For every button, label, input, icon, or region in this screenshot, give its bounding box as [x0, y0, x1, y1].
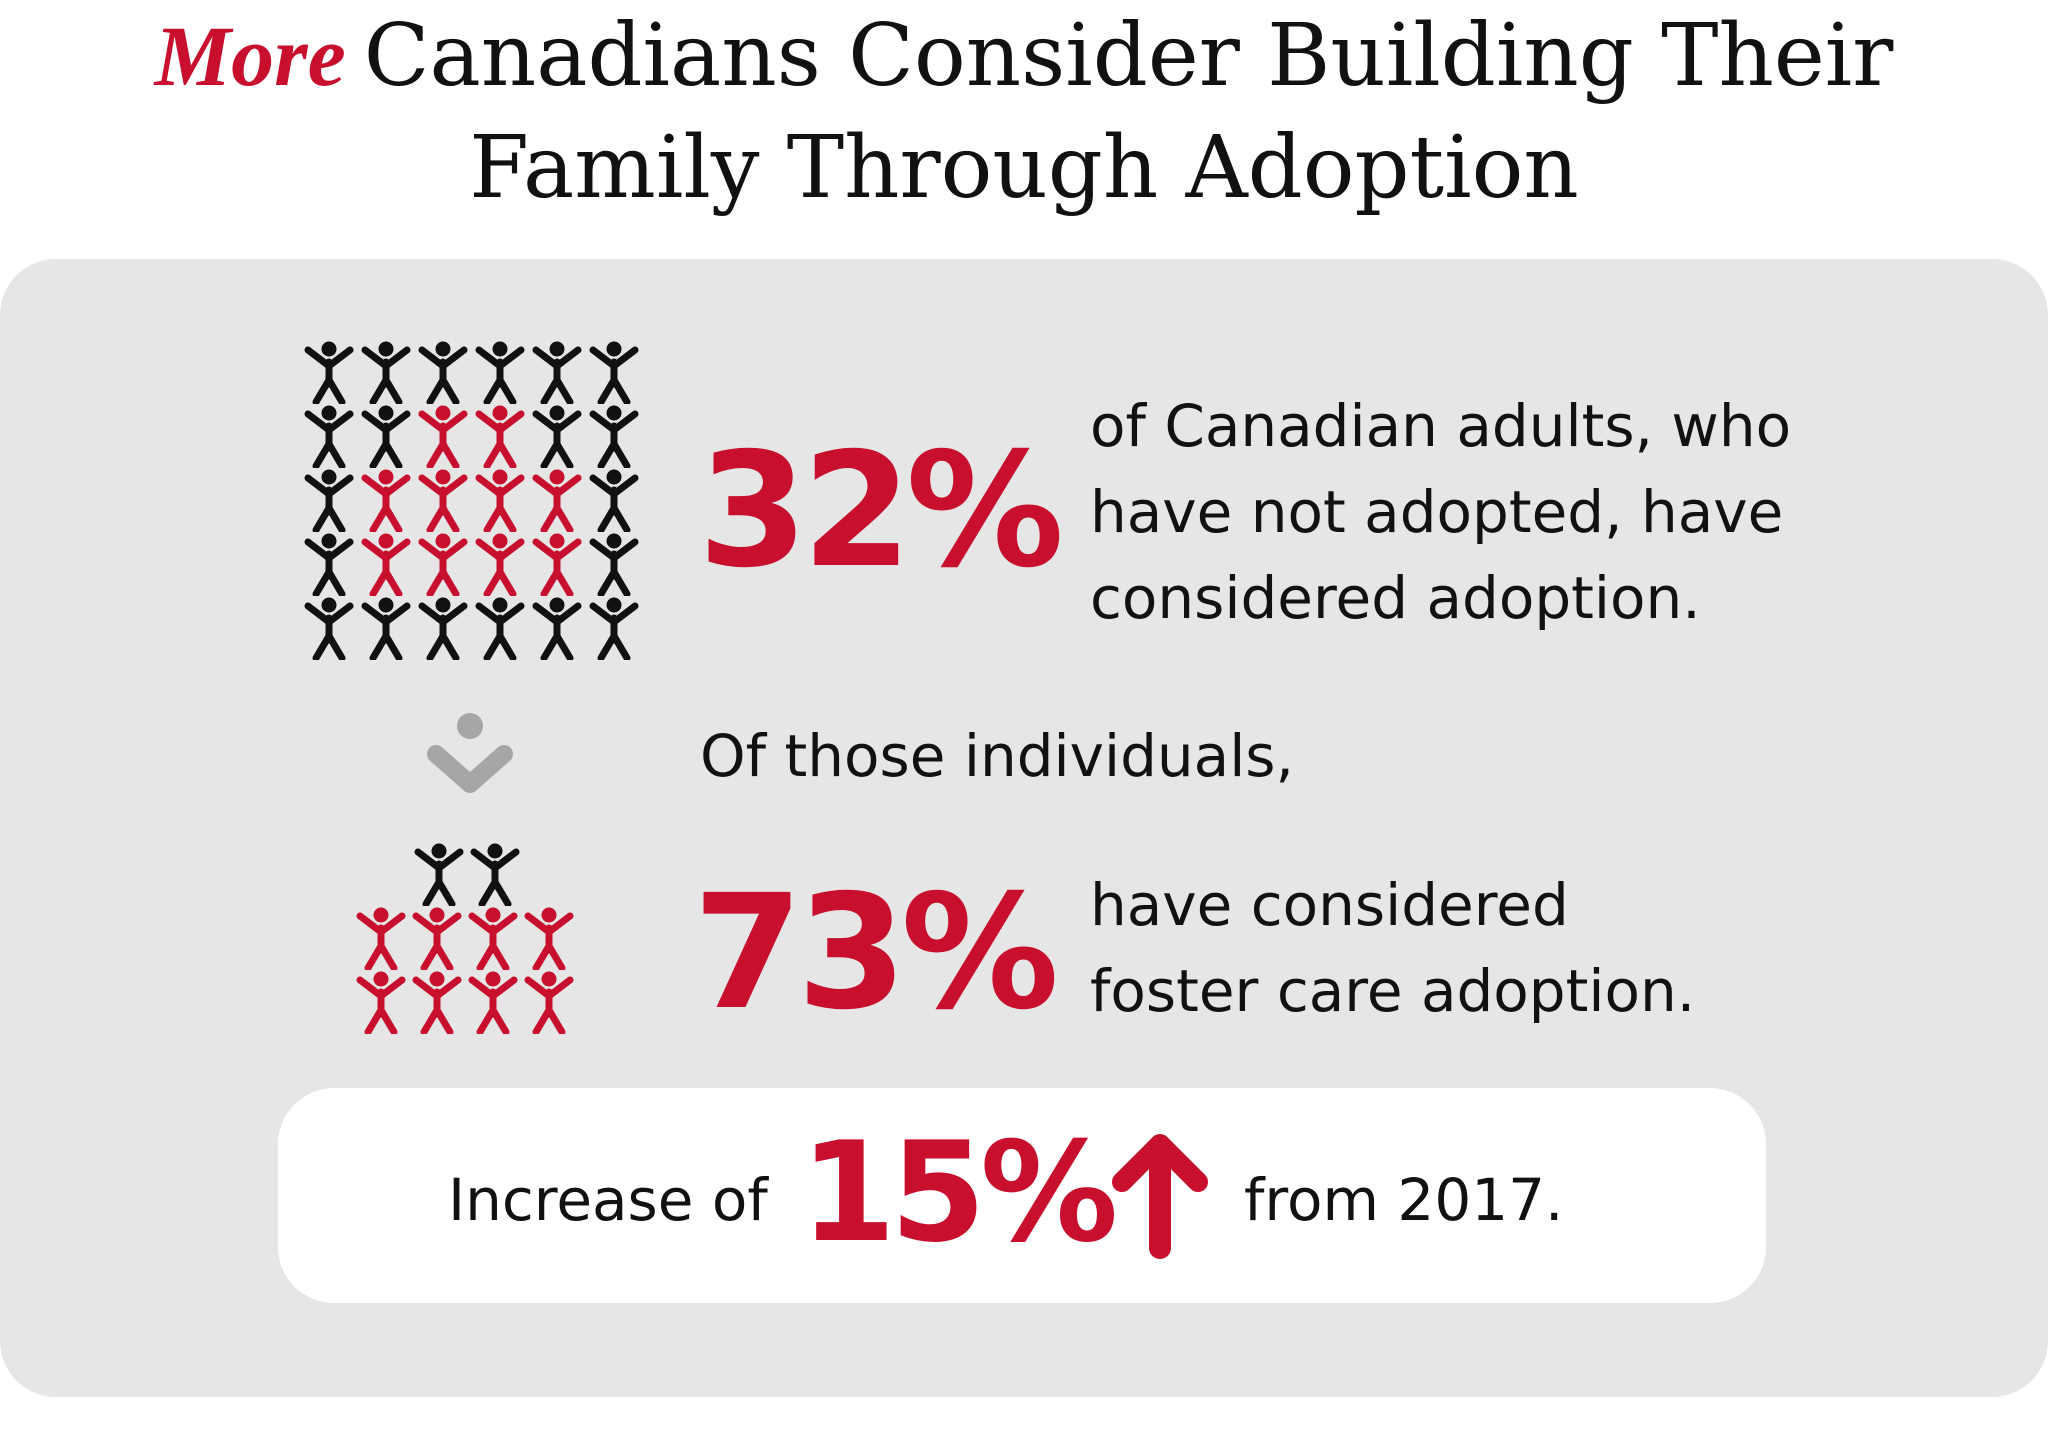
stat-73-line: have considered — [1090, 871, 1569, 939]
person-arms-up-icon — [357, 596, 415, 660]
person-arms-up-icon — [585, 404, 643, 468]
person-arms-up-icon — [528, 340, 586, 404]
person-arms-up-icon — [464, 906, 522, 970]
chevron-down-icon — [427, 713, 513, 793]
stat-32-line: of Canadian adults, who — [1090, 392, 1792, 460]
person-arms-up-icon — [528, 596, 586, 660]
person-arms-up-icon — [352, 970, 410, 1034]
person-arms-up-icon — [528, 404, 586, 468]
title-lead: More — [154, 8, 346, 104]
person-arms-up-icon — [414, 404, 472, 468]
person-arms-up-icon — [357, 340, 415, 404]
person-arms-up-icon — [357, 532, 415, 596]
person-arms-up-icon — [300, 404, 358, 468]
person-arms-up-icon — [410, 842, 468, 906]
person-arms-up-icon — [414, 340, 472, 404]
person-arms-up-icon — [471, 596, 529, 660]
person-arms-up-icon — [585, 596, 643, 660]
stat-73-value: 73% — [693, 861, 1059, 1045]
increase-callout — [278, 1088, 1766, 1303]
person-arms-up-icon — [414, 532, 472, 596]
person-arms-up-icon — [357, 404, 415, 468]
person-arms-up-icon — [585, 340, 643, 404]
stat-32-line: have not adopted, have — [1090, 478, 1784, 546]
person-arms-up-icon — [408, 906, 466, 970]
person-arms-up-icon — [357, 468, 415, 532]
arrow-up-icon — [1112, 1134, 1208, 1259]
page-title: More Canadians Consider Building Their Fa… — [0, 0, 2048, 224]
stat-73-description: have considered foster care adoption. — [1090, 862, 1695, 1034]
stat-32-line: considered adoption. — [1090, 564, 1701, 632]
stat-32-description: of Canadian adults, who have not adopted… — [1090, 383, 1791, 641]
person-arms-up-icon — [471, 532, 529, 596]
increase-value: 15% — [800, 1112, 1118, 1273]
person-arms-up-icon — [471, 340, 529, 404]
increase-suffix: from 2017. — [1244, 1166, 1564, 1234]
person-arms-up-icon — [408, 970, 466, 1034]
stat-73-line: foster care adoption. — [1090, 957, 1696, 1025]
person-arms-up-icon — [520, 970, 578, 1034]
person-arms-up-icon — [585, 468, 643, 532]
person-arms-up-icon — [528, 532, 586, 596]
person-arms-up-icon — [300, 340, 358, 404]
transition-text: Of those individuals, — [700, 722, 1294, 790]
person-arms-up-icon — [528, 468, 586, 532]
person-arms-up-icon — [414, 468, 472, 532]
pictogram-considerers — [352, 842, 597, 1042]
person-arms-up-icon — [464, 970, 522, 1034]
person-arms-up-icon — [300, 596, 358, 660]
person-arms-up-icon — [414, 596, 472, 660]
person-arms-up-icon — [471, 468, 529, 532]
person-arms-up-icon — [585, 532, 643, 596]
title-rest: Canadians Consider Building Their — [363, 6, 1894, 106]
person-arms-up-icon — [300, 468, 358, 532]
person-arms-up-icon — [520, 906, 578, 970]
person-arms-up-icon — [352, 906, 410, 970]
stat-32-value: 32% — [698, 419, 1064, 603]
person-arms-up-icon — [471, 404, 529, 468]
title-line2: Family Through Adoption — [469, 118, 1579, 218]
person-arms-up-icon — [300, 532, 358, 596]
person-arms-up-icon — [466, 842, 524, 906]
increase-prefix: Increase of — [448, 1166, 768, 1234]
pictogram-adults — [300, 340, 645, 670]
